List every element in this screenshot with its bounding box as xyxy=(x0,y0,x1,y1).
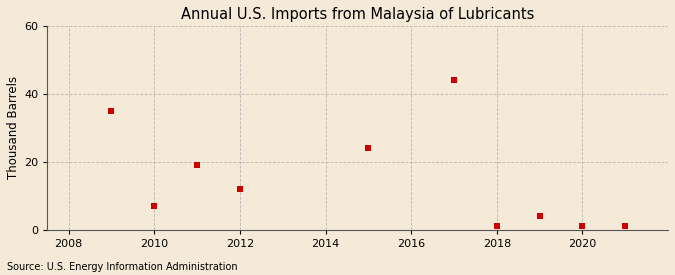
Title: Annual U.S. Imports from Malaysia of Lubricants: Annual U.S. Imports from Malaysia of Lub… xyxy=(181,7,535,22)
Point xyxy=(106,109,117,113)
Point xyxy=(449,78,460,82)
Point xyxy=(577,224,588,229)
Point xyxy=(620,224,630,229)
Text: Source: U.S. Energy Information Administration: Source: U.S. Energy Information Administ… xyxy=(7,262,238,272)
Point xyxy=(534,214,545,218)
Y-axis label: Thousand Barrels: Thousand Barrels xyxy=(7,76,20,179)
Point xyxy=(234,187,245,191)
Point xyxy=(149,204,160,208)
Point xyxy=(363,146,374,150)
Point xyxy=(192,163,202,167)
Point xyxy=(491,224,502,229)
